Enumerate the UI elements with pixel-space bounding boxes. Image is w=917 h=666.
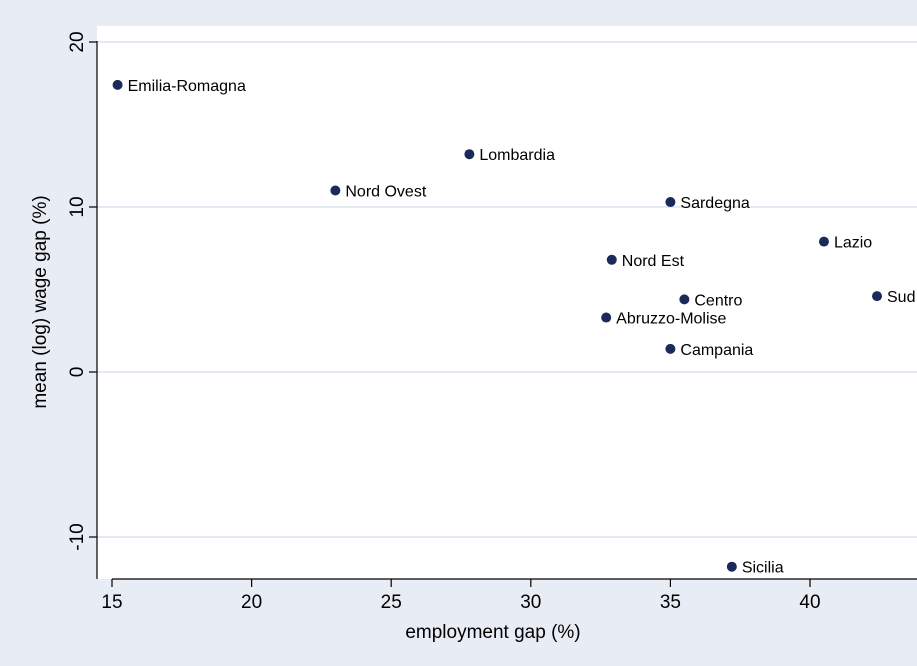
y-tick-label: 20 <box>67 31 88 52</box>
data-point <box>464 149 475 160</box>
data-point <box>606 254 617 265</box>
x-tick-label: 25 <box>381 592 402 613</box>
point-label: Centro <box>694 292 742 309</box>
x-axis-title: employment gap (%) <box>405 622 580 643</box>
point-label: Lombardia <box>479 147 555 164</box>
data-point <box>112 79 123 90</box>
point-label: Emilia-Romagna <box>128 78 246 95</box>
plot-area <box>97 26 917 579</box>
data-point <box>872 291 883 302</box>
point-label: Sicilia <box>742 560 784 577</box>
data-point <box>601 312 612 323</box>
data-point <box>665 197 676 208</box>
point-label: Sud <box>887 289 915 306</box>
point-label: Nord Ovest <box>345 184 426 201</box>
point-label: Abruzzo-Molise <box>616 311 726 328</box>
y-tick-label: 0 <box>67 367 88 378</box>
point-label: Nord Est <box>622 253 685 270</box>
y-axis-title: mean (log) wage gap (%) <box>30 195 51 408</box>
point-label: Lazio <box>834 235 872 252</box>
data-point <box>818 236 829 247</box>
point-label: Campania <box>680 342 753 359</box>
y-tick-label: -10 <box>67 523 88 550</box>
gridlines <box>97 41 917 538</box>
x-tick-label: 15 <box>101 592 122 613</box>
data-points: Emilia-Romagna Lombardia Nord Ovest Sardegn… <box>112 78 915 577</box>
x-tick-label: 30 <box>520 592 541 613</box>
x-tick-label: 40 <box>799 592 820 613</box>
data-point <box>665 343 676 354</box>
y-tick-label: 10 <box>67 196 88 217</box>
data-point <box>679 294 690 305</box>
axes: 15 20 25 30 35 40 -10 0 10 20 <box>67 31 917 613</box>
point-label: Sardegna <box>680 195 749 212</box>
data-point <box>330 185 341 196</box>
x-tick-label: 35 <box>660 592 681 613</box>
data-point <box>726 561 737 572</box>
x-tick-label: 20 <box>241 592 262 613</box>
